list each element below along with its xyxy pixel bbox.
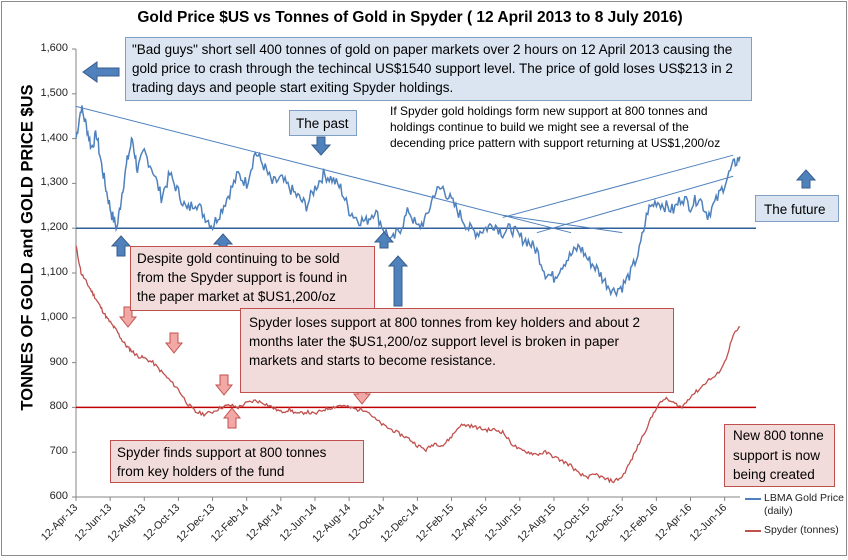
legend-spyder: Spyder (tonnes) (745, 524, 845, 537)
annotation-the-past: The past (289, 110, 357, 136)
y-tick-label: 1,400 (40, 131, 68, 144)
annotation-new-800: New 800 tonne support is now being creat… (724, 424, 835, 487)
down-arrow-icon (214, 374, 234, 396)
y-tick-label: 800 (49, 400, 68, 413)
legend-gold-swatch (745, 498, 761, 500)
annotation-bad-guys: "Bad guys" short sell 400 tonnes of gold… (125, 37, 752, 101)
series-gold-line (75, 105, 741, 298)
y-tick-label: 1,300 (40, 176, 68, 189)
chart-legend: LBMA Gold Price (daily) Spyder (tonnes) (745, 492, 845, 543)
annotation-the-future: The future (755, 195, 839, 222)
annotation-spyder-finds: Spyder finds support at 800 tonnes from … (110, 440, 364, 483)
rising-trend-line (502, 214, 623, 234)
chart-title: Gold Price $US vs Tonnes of Gold in Spyd… (137, 9, 683, 26)
y-tick-label: 900 (49, 355, 68, 368)
up-arrow-icon (373, 231, 395, 249)
legend-spyder-label: Spyder (tonnes) (764, 524, 839, 536)
y-tick-label: 600 (49, 490, 68, 502)
y-tick-label: 700 (49, 445, 68, 458)
down-arrow-icon (118, 306, 138, 328)
up-arrow-icon (795, 169, 817, 189)
y-tick-label: 1,200 (40, 221, 68, 234)
up-arrow-icon (110, 235, 132, 257)
left-arrow-icon (82, 61, 120, 83)
y-tick-label: 1,000 (40, 310, 68, 323)
up-arrow-icon (222, 407, 242, 429)
rising-trend-line (502, 154, 734, 218)
annotation-despite: Despite gold continuing to be sold from … (130, 246, 375, 311)
down-arrow-icon (310, 136, 332, 156)
y-tick-label: 1,500 (40, 86, 68, 99)
annotation-spyder-loses: Spyder loses support at 800 tonnes from … (240, 308, 674, 393)
legend-gold-label: LBMA Gold Price (daily) (764, 492, 844, 517)
rising-trend-line (536, 175, 734, 234)
legend-gold: LBMA Gold Price (daily) (745, 492, 845, 518)
up-arrow-icon (387, 255, 409, 307)
legend-spyder-swatch (745, 530, 761, 532)
down-arrow-icon (164, 332, 184, 354)
annotation-spyder-hope: If Spyder gold holdings form new support… (390, 104, 721, 150)
series-spyder-line (75, 245, 741, 484)
y-tick-label: 1,600 (40, 42, 68, 54)
y-tick-label: 1,100 (40, 266, 68, 278)
